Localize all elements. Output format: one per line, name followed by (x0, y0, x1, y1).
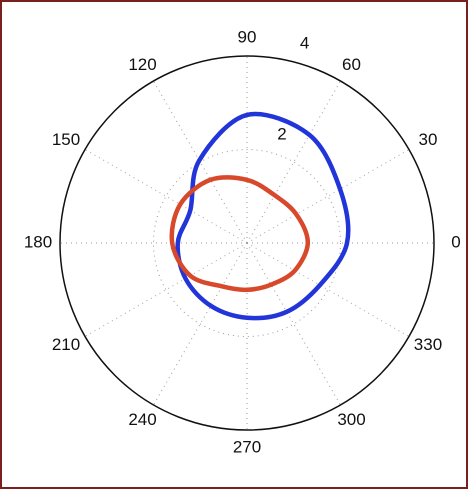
polar-curve (175, 111, 351, 321)
r-tick-label: 2 (277, 124, 286, 143)
angle-tick-label: 60 (342, 55, 361, 74)
grid-circle (153, 149, 341, 337)
polar-curve (169, 175, 311, 293)
angle-tick-label: 180 (24, 232, 52, 251)
grid-spoke (246, 80, 341, 244)
angle-tick-label: 30 (419, 130, 438, 149)
angle-tick-label: 120 (128, 55, 156, 74)
angle-tick-label: 90 (238, 27, 257, 46)
grid-spoke (246, 149, 410, 244)
r-tick-label: 4 (300, 34, 309, 53)
grid-spoke (153, 80, 248, 244)
grid-spoke (246, 242, 410, 337)
grid-spoke (84, 242, 248, 337)
outer-circle (59, 55, 435, 431)
angle-tick-label: 270 (233, 437, 261, 456)
angle-tick-label: 240 (128, 410, 156, 429)
angle-tick-label: 330 (414, 335, 442, 354)
angle-tick-label: 0 (451, 232, 460, 251)
grid-spoke (153, 242, 248, 406)
angle-tick-label: 300 (337, 410, 365, 429)
angle-tick-label: 150 (52, 130, 80, 149)
angle-tick-label: 210 (52, 335, 80, 354)
grid-spoke (246, 242, 341, 406)
grid-spoke (84, 149, 248, 244)
